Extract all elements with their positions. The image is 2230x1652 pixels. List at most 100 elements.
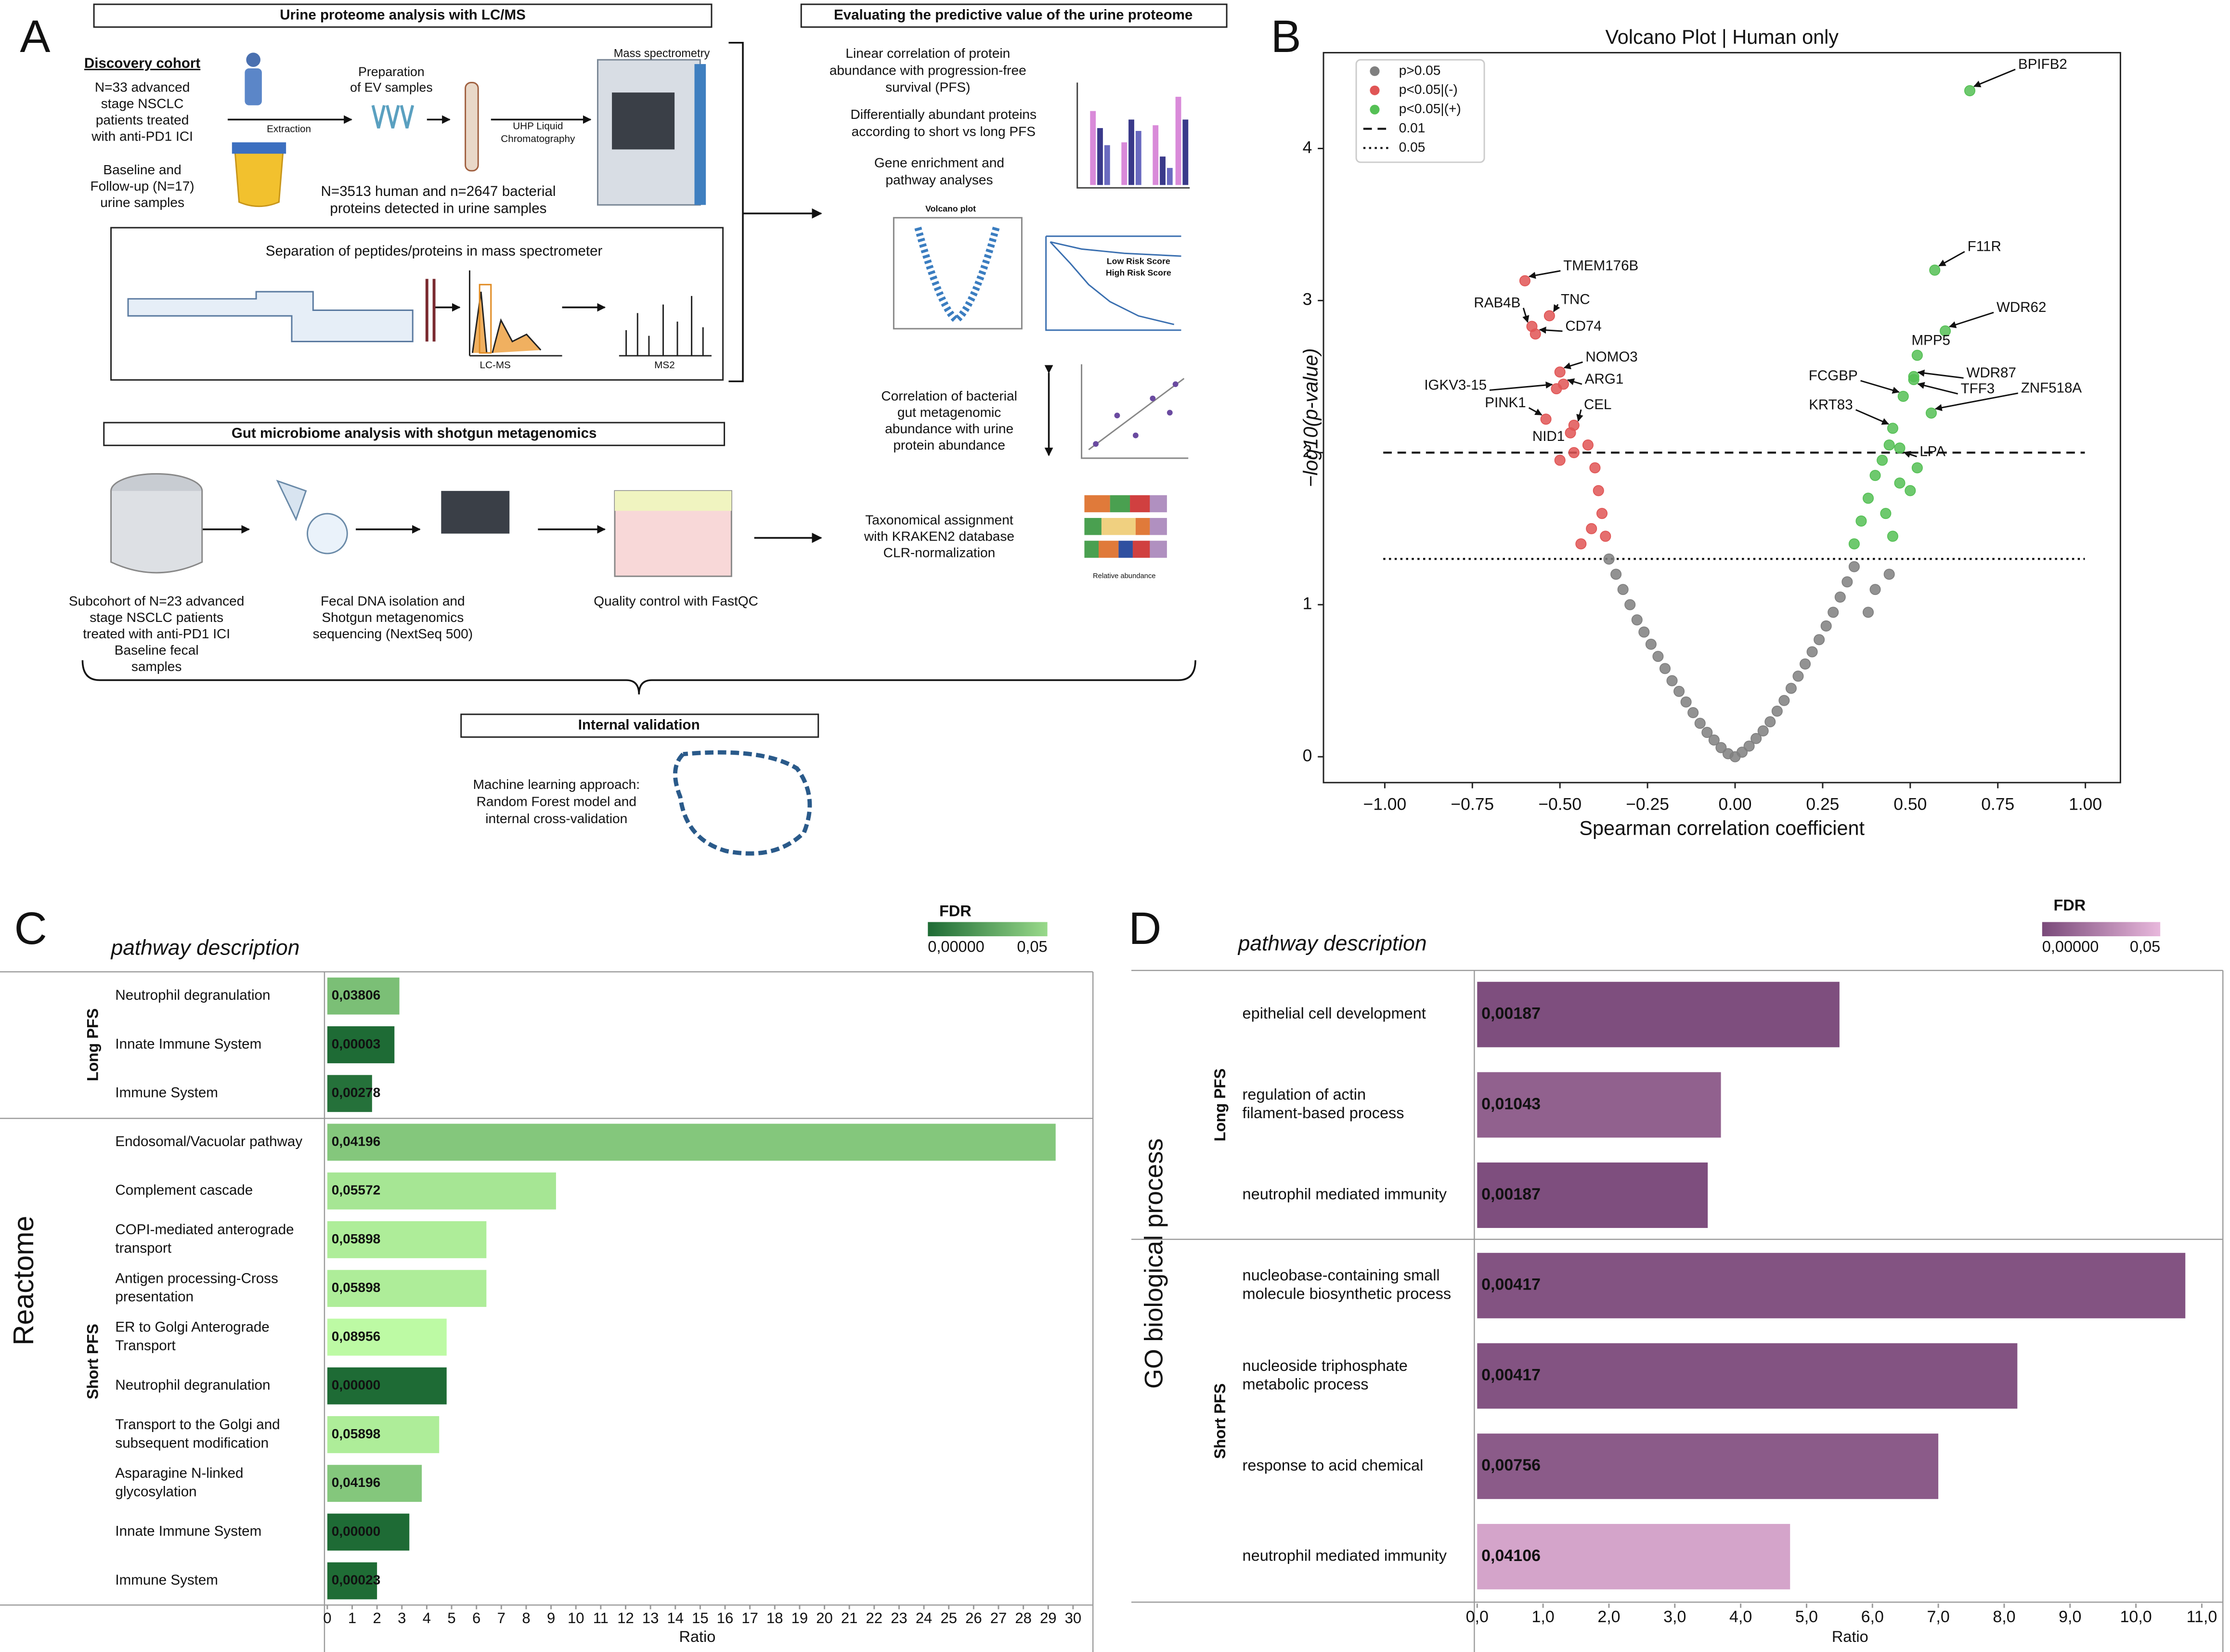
legend-label: 0.01 bbox=[1399, 120, 1426, 135]
bar-fdr-label: 0,05572 bbox=[332, 1183, 381, 1198]
annotation: ZNF518A bbox=[2021, 380, 2082, 396]
x-tick-label: 29 bbox=[1040, 1610, 1057, 1626]
annotation-arrow bbox=[1567, 378, 1582, 386]
annotation: CD74 bbox=[1565, 318, 1602, 334]
x-tick-label: 11 bbox=[593, 1610, 609, 1626]
legend-label: 0.05 bbox=[1399, 140, 1426, 155]
diagram-text: Low Risk Score bbox=[1107, 257, 1170, 266]
bar bbox=[327, 1026, 395, 1063]
group-label: Long PFS bbox=[84, 1008, 102, 1082]
annotation-arrow bbox=[1860, 380, 1900, 394]
diagram-text: samples bbox=[131, 659, 182, 674]
header-box bbox=[460, 713, 819, 738]
diagram-text: with anti-PD1 ICI bbox=[91, 129, 193, 144]
legend-colorbar bbox=[2042, 922, 2161, 937]
x-tick-label: 19 bbox=[791, 1610, 808, 1626]
diagram-text: patients treated bbox=[96, 113, 189, 128]
point bbox=[1565, 427, 1576, 439]
diagram-text: Relative abundance bbox=[1093, 572, 1156, 580]
diagram-text: with KRAKEN2 database bbox=[864, 529, 1014, 543]
bar-fdr-label: 0,00756 bbox=[1481, 1456, 1541, 1474]
x-tick-label: 9 bbox=[547, 1610, 555, 1626]
icon bbox=[694, 64, 706, 205]
annotation: IGKV3-15 bbox=[1424, 377, 1487, 393]
x-tick-label: 24 bbox=[916, 1610, 933, 1626]
x-tick-label: −0.25 bbox=[1626, 795, 1669, 814]
x-tick-label: 13 bbox=[642, 1610, 659, 1626]
diagram-text: gut metagenomic bbox=[897, 405, 1001, 420]
point bbox=[1855, 515, 1867, 527]
bar bbox=[327, 977, 400, 1015]
diagram-text: abundance with progression-free bbox=[830, 63, 1026, 77]
legend-tick-label: 0,00000 bbox=[2042, 938, 2099, 955]
point bbox=[1708, 734, 1720, 746]
category-label: epithelial cell development bbox=[1243, 1005, 1426, 1022]
x-tick-label: 22 bbox=[866, 1610, 883, 1626]
point bbox=[1659, 663, 1671, 674]
x-tick-label: 26 bbox=[965, 1610, 982, 1626]
panel-label: B bbox=[1271, 11, 1301, 62]
category-label: glycosylation bbox=[115, 1484, 196, 1500]
header-box bbox=[800, 3, 1228, 28]
annotation-arrow bbox=[1528, 270, 1561, 279]
x-tick-label: 14 bbox=[667, 1610, 683, 1626]
category-label: filament-based process bbox=[1243, 1104, 1404, 1122]
bracket bbox=[728, 41, 744, 383]
point bbox=[1701, 727, 1713, 738]
point bbox=[1652, 651, 1664, 662]
annotation-arrow bbox=[1917, 369, 1964, 379]
diagram-text: Taxonomical assignment bbox=[865, 512, 1013, 527]
diagram-text: stage NSCLC patients bbox=[90, 610, 223, 625]
point bbox=[1750, 733, 1762, 744]
bar bbox=[327, 1465, 422, 1502]
category-label: regulation of actin bbox=[1243, 1086, 1366, 1103]
annotation: WDR62 bbox=[1997, 299, 2046, 315]
point bbox=[1940, 325, 1951, 337]
point bbox=[1596, 508, 1608, 519]
legend-marker bbox=[1370, 66, 1380, 76]
diagram-text: Shotgun metagenomics bbox=[322, 610, 464, 625]
annotation: NOMO3 bbox=[1585, 349, 1637, 365]
bar-fdr-label: 0,00000 bbox=[332, 1378, 381, 1393]
diagram-text: treated with anti-PD1 ICI bbox=[83, 626, 230, 641]
bar-fdr-label: 0,00003 bbox=[332, 1036, 381, 1051]
panel-label: D bbox=[1128, 903, 1161, 954]
x-tick-label: 12 bbox=[617, 1610, 634, 1626]
x-tick-label: 0.50 bbox=[1893, 795, 1927, 814]
x-axis-label: Ratio bbox=[679, 1628, 715, 1645]
point bbox=[1554, 454, 1566, 466]
legend-title: FDR bbox=[939, 902, 972, 919]
bar-fdr-label: 0,00417 bbox=[1481, 1276, 1541, 1294]
column-header: pathway description bbox=[1237, 932, 1427, 955]
point bbox=[1908, 374, 1919, 386]
diagram-text: Subcohort of N=23 advanced bbox=[69, 594, 245, 608]
point bbox=[1828, 607, 1839, 618]
x-tick-label: 17 bbox=[741, 1610, 758, 1626]
x-tick-label: 7 bbox=[497, 1610, 506, 1626]
category-label: response to acid chemical bbox=[1243, 1457, 1424, 1474]
diagram-text: Extraction bbox=[267, 124, 311, 135]
x-tick-label: −1.00 bbox=[1363, 795, 1407, 814]
plot-frame bbox=[1322, 52, 2121, 784]
bar-fdr-label: 0,05898 bbox=[332, 1426, 381, 1441]
point bbox=[1694, 718, 1706, 729]
point bbox=[1820, 620, 1832, 632]
icon bbox=[612, 92, 675, 150]
legend-tick-label: 0,05 bbox=[1017, 938, 1047, 955]
bar bbox=[327, 1513, 410, 1551]
point bbox=[1551, 383, 1562, 395]
icon bbox=[276, 479, 307, 521]
x-tick-label: 2 bbox=[373, 1610, 381, 1626]
bar-fdr-label: 0,04196 bbox=[332, 1134, 381, 1149]
y-tick-label: 1 bbox=[1303, 594, 1312, 613]
point bbox=[1743, 740, 1755, 752]
diagram-text: protein abundance bbox=[893, 438, 1005, 452]
point bbox=[1905, 485, 1916, 496]
point bbox=[1610, 568, 1622, 580]
annotation: ARG1 bbox=[1585, 371, 1623, 387]
x-tick-label: 5,0 bbox=[1795, 1608, 1818, 1626]
icon bbox=[465, 82, 479, 172]
category-label: nucleobase-containing small bbox=[1243, 1266, 1440, 1284]
bar-fdr-label: 0,05898 bbox=[332, 1280, 381, 1295]
header-box bbox=[93, 3, 713, 28]
